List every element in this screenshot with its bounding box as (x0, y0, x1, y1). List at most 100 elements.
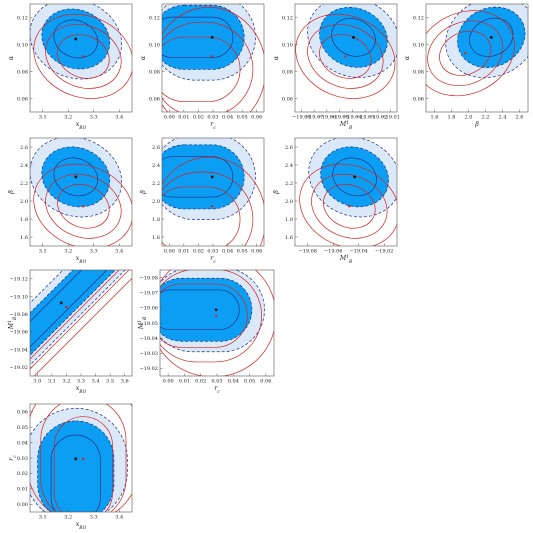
red-contour (33, 13, 132, 99)
y-tick-label: 2.6 (152, 145, 160, 151)
y-tick-label: −19.12 (9, 277, 28, 283)
x-tick-label: 0.03 (207, 115, 218, 121)
x-tick-label: 0.03 (207, 249, 218, 255)
x-tick-label: 0.00 (164, 249, 175, 255)
contour-panel: 3.1 3.2 3.3 3.4 0.06 0.08 0.10 0.12 xBO α (8, 3, 133, 131)
y-tick-label: −19.04 (139, 336, 158, 342)
contour-panel: 3.1 3.2 3.3 3.4 0.00 0.01 0.02 0.03 0.04 0.05 0.06… (8, 403, 133, 531)
contour-panel: 0.00 0.01 0.02 0.03 0.04 0.05 0.06 1.6 1.8 2.0 2.2… (140, 137, 265, 265)
x-tick-label: −19.02 (369, 115, 388, 121)
y-tick-label: −19.03 (139, 351, 158, 357)
x-tick-label: 3.5 (106, 379, 114, 385)
x-tick-label: 3.1 (39, 249, 47, 255)
x-tick-label: 0.06 (251, 115, 262, 121)
x-tick-label: 3.2 (62, 379, 70, 385)
red-best-fit-point (82, 457, 85, 461)
x-tick-label: 3.2 (64, 249, 72, 255)
y-tick-label: 2.2 (152, 181, 160, 187)
red-contour (30, 270, 132, 376)
x-tick-label: −19.06 (324, 249, 343, 255)
red-contour (295, 13, 396, 99)
x-tick-label: 3.2 (64, 115, 72, 121)
x-axis-label: M1B (339, 121, 353, 131)
red-contour (323, 183, 376, 229)
red-contour (160, 283, 248, 348)
x-tick-label: 0.02 (193, 115, 204, 121)
red-contour (53, 416, 113, 512)
y-tick-label: 1.8 (20, 217, 28, 223)
x-tick-label: 0.02 (195, 379, 206, 385)
x-tick-label: −19.05 (330, 115, 349, 121)
x-tick-label: 0.01 (179, 379, 190, 385)
y-tick-label: 0.12 (17, 15, 28, 21)
y-tick-label: 0.08 (282, 69, 293, 75)
best-fit-point (210, 175, 214, 179)
y-tick-label: 0.06 (17, 96, 28, 102)
x-tick-label: 2.6 (516, 115, 524, 121)
x-tick-label: 0.05 (237, 249, 248, 255)
x-tick-label: 3.1 (39, 115, 47, 121)
x-axis-label: rc (210, 121, 216, 131)
y-axis-label: α (273, 55, 280, 60)
x-tick-label: −19.01 (381, 115, 400, 121)
red-best-fit-point (211, 55, 214, 58)
red-contour (307, 24, 384, 89)
y-tick-label: 2.0 (20, 199, 28, 205)
x-tick-label: −19.02 (375, 249, 394, 255)
y-tick-label: −19.08 (139, 275, 158, 281)
contour-panel: 0.00 0.01 0.02 0.03 0.04 0.05 0.060.060.080.10… (140, 3, 265, 131)
x-tick-label: 3.3 (90, 515, 98, 521)
red-best-fit-point (82, 205, 85, 208)
x-tick-label: 3.3 (90, 249, 98, 255)
plot-frame (425, 3, 529, 113)
contour-panel: 3.1 3.2 3.3 3.4 1.6 1.8 2.0 2.2 2.4 2.6 xBO β (8, 137, 133, 265)
x-tick-label: 0.06 (251, 249, 262, 255)
x-tick-label: 2.0 (465, 115, 473, 121)
y-tick-label: 0.08 (149, 69, 160, 75)
x-tick-label: 0.04 (222, 249, 233, 255)
x-tick-label: −19.08 (298, 249, 317, 255)
y-tick-label: 0.10 (282, 42, 293, 48)
x-tick-label: 3.3 (90, 115, 98, 121)
y-tick-label: 0.06 (282, 96, 293, 102)
y-tick-label: 0.06 (17, 410, 28, 416)
best-fit-point (74, 175, 78, 179)
x-tick-label: −19.08 (292, 115, 311, 121)
x-axis-label: rc (214, 385, 220, 395)
x-axis-label: xBO (76, 521, 87, 531)
x-tick-label: −19.06 (318, 115, 337, 121)
best-fit-point (210, 35, 214, 39)
contour-panel: 1.6 1.8 2.0 2.2 2.4 2.6 0.06 0.08 0.10 0.12 β α (404, 3, 529, 128)
x-tick-label: 2.2 (482, 115, 490, 121)
red-contour (57, 183, 110, 229)
y-tick-label: −19.02 (139, 366, 158, 372)
y-tick-label: −19.07 (139, 291, 158, 297)
y-tick-label: 2.6 (285, 145, 293, 151)
red-contour (30, 270, 132, 376)
x-axis-label: M1B (339, 255, 353, 265)
x-axis-label: xBO (76, 385, 87, 395)
best-fit-point (352, 35, 355, 39)
x-tick-label: 0.06 (260, 379, 271, 385)
x-tick-label: 1.6 (431, 115, 439, 121)
plot-frame (29, 3, 133, 113)
x-tick-label: −19.04 (343, 115, 362, 121)
red-contour (162, 36, 241, 103)
confidence-region (160, 289, 240, 330)
red-best-fit-point (82, 55, 85, 58)
x-tick-label: 0.05 (244, 379, 255, 385)
x-tick-label: 3.0 (33, 379, 41, 385)
x-tick-label: 3.4 (115, 515, 123, 521)
x-tick-label: 0.04 (222, 115, 233, 121)
x-axis-label: xBO (76, 121, 87, 131)
y-tick-label: 1.8 (285, 217, 293, 223)
y-tick-label: 2.2 (285, 181, 293, 187)
red-contour (40, 404, 127, 512)
x-tick-label: 0.00 (163, 379, 174, 385)
x-tick-label: 3.4 (115, 115, 123, 121)
y-tick-label: 2.6 (20, 145, 28, 151)
x-tick-label: 2.4 (499, 115, 507, 121)
y-tick-label: 2.0 (285, 199, 293, 205)
red-contour (439, 30, 492, 76)
